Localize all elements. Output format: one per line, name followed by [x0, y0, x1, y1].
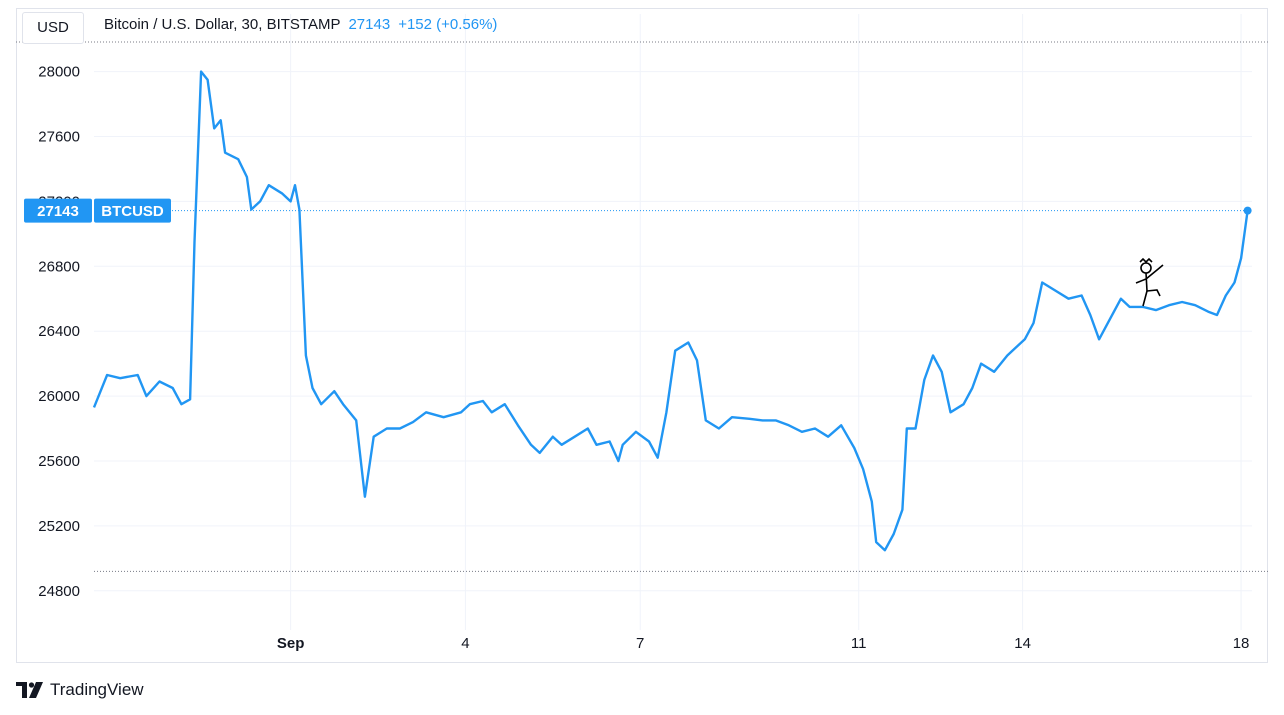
reference-lines: [16, 41, 1268, 572]
x-tick-label: 18: [1233, 635, 1250, 652]
y-tick-label: 24800: [38, 583, 80, 600]
last-price: 27143: [348, 16, 391, 33]
price-tag: 27143 BTCUSD: [24, 198, 171, 223]
tradingview-logo-icon: [16, 682, 43, 698]
x-axis: Sep 4 7 11 14 18: [277, 635, 1250, 652]
price-tag-value: 27143: [37, 203, 79, 220]
stick-figure-doodle: [1135, 257, 1164, 307]
last-price-dot: [1243, 206, 1252, 215]
y-tick-label: 28000: [38, 64, 80, 81]
y-tick-label: 25200: [38, 518, 80, 535]
grid: [94, 14, 1252, 630]
price-tag-ticker: BTCUSD: [101, 203, 164, 220]
x-tick-label: 4: [461, 635, 469, 652]
y-axis: 2480025200256002600026400268002720027600…: [38, 64, 80, 600]
price-tag-ticker-box: [94, 198, 171, 223]
symbol-legend: Bitcoin / U.S. Dollar, 30, BITSTAMP 27143…: [104, 16, 497, 33]
x-tick-label: 11: [851, 635, 867, 652]
x-tick-label: 14: [1014, 635, 1031, 652]
y-tick-label: 26800: [38, 258, 80, 275]
symbol-title: Bitcoin / U.S. Dollar, 30, BITSTAMP: [104, 16, 341, 33]
x-tick-label: Sep: [277, 635, 305, 652]
y-tick-label: 27600: [38, 128, 80, 145]
price-change: +152 (+0.56%): [398, 16, 498, 33]
y-tick-label: 26400: [38, 323, 80, 340]
brand-name: TradingView: [50, 680, 144, 699]
price-series-line[interactable]: [92, 70, 1249, 552]
currency-selector[interactable]: USD: [22, 12, 84, 44]
chart-frame: [16, 8, 1268, 663]
tradingview-branding[interactable]: TradingView: [16, 678, 144, 702]
x-tick-label: 7: [636, 635, 644, 652]
y-tick-label: 26000: [38, 388, 80, 405]
price-tag-value-box: [24, 198, 92, 223]
y-tick-label: 25600: [38, 453, 80, 470]
